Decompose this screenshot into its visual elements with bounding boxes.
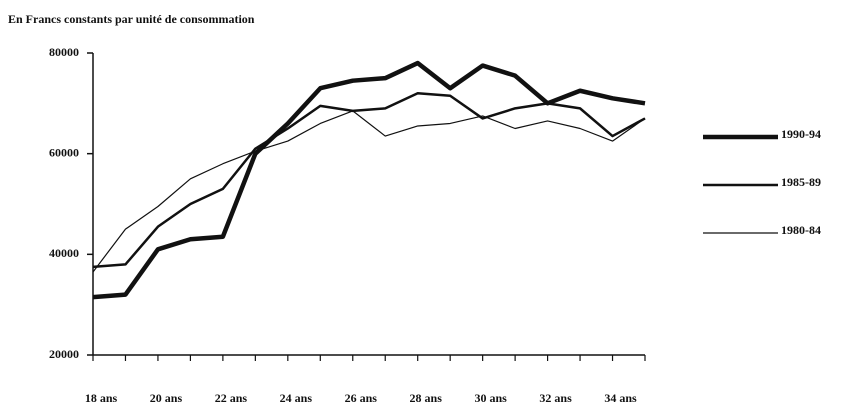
x-tick-label: 32 ans [539,391,572,405]
y-tick-label: 20000 [49,347,79,361]
y-tick-label: 80000 [49,45,79,59]
series-line [92,92,646,269]
x-tick-label: 26 ans [345,391,378,405]
legend-label: 1990-94 [781,127,821,141]
x-tick-label: 30 ans [474,391,507,405]
legend-label: 1985-89 [781,175,821,189]
x-tick-label: 28 ans [410,391,443,405]
chart-title: En Francs constants par unité de consomm… [8,12,255,26]
legend-label: 1980-84 [781,223,821,237]
series-line [92,60,646,300]
series-line [92,110,646,273]
x-tick-label: 20 ans [150,391,183,405]
y-tick-label: 40000 [49,246,79,260]
x-tick-label: 22 ans [215,391,248,405]
x-tick-label: 24 ans [280,391,313,405]
x-tick-label: 34 ans [604,391,637,405]
x-tick-label: 18 ans [85,391,118,405]
y-tick-label: 60000 [49,145,79,159]
